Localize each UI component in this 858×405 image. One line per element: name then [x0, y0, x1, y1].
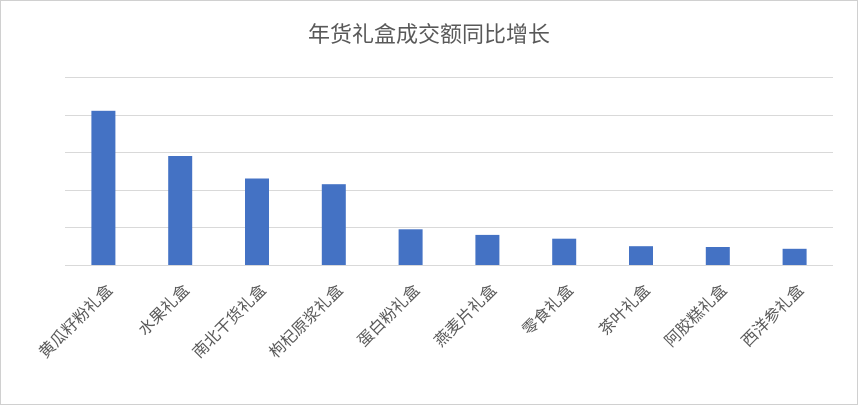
bar — [168, 156, 193, 265]
x-tick-label: 燕麦片礼盒 — [430, 280, 500, 350]
bar — [705, 247, 730, 265]
x-tick-label: 茶叶礼盒 — [595, 280, 654, 339]
x-tick-label: 水果礼盒 — [134, 280, 193, 339]
bar — [245, 178, 269, 265]
bar — [782, 248, 807, 265]
bar — [398, 229, 423, 265]
bar — [475, 234, 500, 265]
x-tick-label: 蛋白粉礼盒 — [353, 280, 423, 350]
x-tick-label: 西洋参礼盒 — [737, 280, 807, 350]
bar — [91, 110, 116, 265]
x-tick-label: 南北干货礼盒 — [189, 280, 270, 361]
x-tick-label: 阿胶糕礼盒 — [661, 280, 731, 350]
bar — [629, 246, 653, 265]
x-tick-label: 黄瓜籽粉礼盒 — [35, 280, 116, 361]
chart-title: 年货礼盒成交额同比增长 — [307, 23, 550, 48]
x-tick-label: 枸杞原浆礼盒 — [265, 280, 346, 361]
x-tick-label: 零食礼盒 — [518, 280, 577, 339]
bar — [552, 238, 577, 265]
bar — [321, 184, 346, 265]
